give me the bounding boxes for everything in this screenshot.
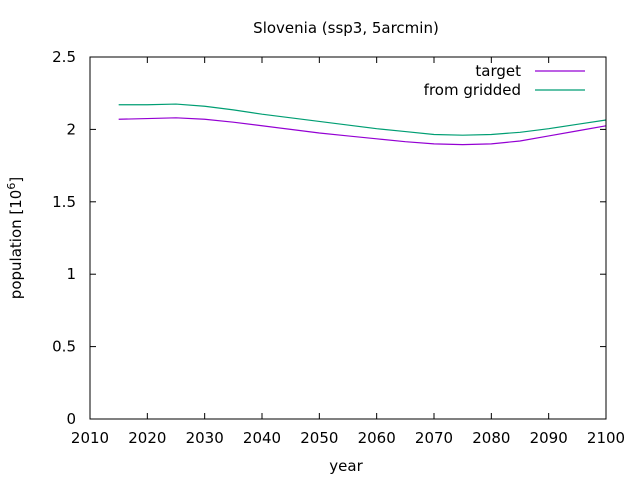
x-tick-label: 2030 — [186, 429, 224, 447]
y-axis-label: population [106] — [5, 177, 25, 299]
x-tick-label: 2090 — [530, 429, 568, 447]
axis-ticks — [89, 56, 607, 420]
x-tick-label: 2050 — [300, 429, 338, 447]
legend-label-from-gridded: from gridded — [424, 81, 521, 99]
x-tick-label: 2010 — [71, 429, 109, 447]
y-tick-label: 0 — [66, 410, 76, 428]
x-tick-label: 2100 — [587, 429, 625, 447]
y-tick-label: 1 — [66, 265, 76, 283]
data-series — [118, 103, 607, 146]
y-tick-label: 2.5 — [52, 48, 76, 66]
x-tick-label: 2020 — [128, 429, 166, 447]
y-tick-label: 2 — [66, 120, 76, 138]
x-tick-label: 2060 — [358, 429, 396, 447]
chart-title: Slovenia (ssp3, 5arcmin) — [253, 19, 439, 37]
x-tick-label: 2040 — [243, 429, 281, 447]
x-tick-labels: 2010 2020 2030 2040 2050 2060 2070 2080 2090 2100 — [71, 429, 625, 447]
legend-label-target: target — [475, 62, 521, 80]
y-axis-label-close: ] — [7, 177, 25, 183]
y-tick-label: 1.5 — [52, 193, 76, 211]
series-line-target — [118, 117, 607, 146]
legend: target from gridded — [424, 62, 585, 99]
series-line-from-gridded — [118, 103, 607, 136]
x-tick-label: 2080 — [472, 429, 510, 447]
x-tick-label: 2070 — [415, 429, 453, 447]
plot-frame — [89, 56, 607, 420]
y-axis-label-exponent: 6 — [5, 183, 18, 190]
y-tick-label: 0.5 — [52, 338, 76, 356]
y-tick-labels: 0 0.5 1 1.5 2 2.5 — [52, 48, 76, 428]
x-axis-label: year — [329, 457, 363, 475]
y-axis-label-text: population [10 — [7, 190, 25, 300]
